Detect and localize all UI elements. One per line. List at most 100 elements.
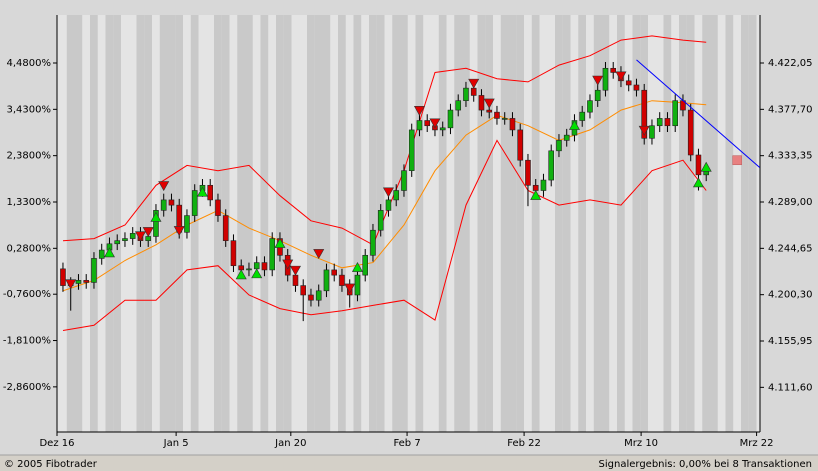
x-tick-label: Mrz 22 <box>740 438 774 449</box>
candle-body <box>339 274 345 286</box>
stripe <box>485 15 493 432</box>
candle-body <box>587 100 593 113</box>
sell-signal <box>289 265 301 276</box>
sell-signal <box>483 98 495 109</box>
candle-body <box>269 238 276 271</box>
candle-body <box>207 184 214 201</box>
stripe <box>748 15 757 432</box>
buy-signal <box>274 237 286 248</box>
x-tick-label: Feb 7 <box>393 438 420 449</box>
buy-signal <box>351 261 363 272</box>
stripe <box>400 15 408 432</box>
stripe <box>640 15 648 432</box>
stripe <box>113 15 121 432</box>
sell-signal <box>158 181 170 192</box>
buy-signal <box>700 161 712 172</box>
stripe <box>74 15 83 432</box>
candle-body <box>439 127 446 131</box>
candle-body <box>656 118 663 127</box>
candle-body <box>354 274 361 296</box>
candle-body <box>184 215 190 233</box>
footer-left: © 2005 Fibotrader <box>4 459 98 470</box>
candle-body <box>470 87 477 96</box>
stripe <box>283 15 292 432</box>
sell-signal <box>592 75 604 86</box>
candle-body <box>393 190 400 201</box>
stripe <box>632 15 641 432</box>
candle-body <box>540 179 547 191</box>
stripe <box>190 15 199 432</box>
stripe <box>593 15 602 432</box>
candle-body <box>641 89 648 139</box>
stripe <box>555 15 563 432</box>
y2-tick-label: 4.422,05 <box>768 58 813 69</box>
y-tick-label: 2,3800% <box>7 151 52 162</box>
stripe <box>338 15 346 432</box>
candle-body <box>525 159 531 186</box>
stripe <box>438 15 447 432</box>
candle-body <box>494 111 500 119</box>
y2-tick-label: 4.333,35 <box>768 151 813 162</box>
candle-body <box>424 120 431 127</box>
candle-body <box>331 269 338 276</box>
candle-body <box>122 238 128 241</box>
stripe <box>454 15 462 432</box>
candle-body <box>323 269 330 292</box>
candle-body <box>672 100 679 127</box>
candle-body <box>625 80 632 86</box>
sell-signal <box>615 71 627 82</box>
sell-signal <box>413 105 425 116</box>
y-tick-label: -0,7600% <box>3 289 51 300</box>
stripe <box>578 15 586 432</box>
y-tick-label: 1,3300% <box>7 197 52 208</box>
stripe <box>66 15 75 432</box>
candle-body <box>308 294 314 301</box>
candle-body <box>610 67 617 73</box>
x-tick-label: Jan 20 <box>274 438 306 449</box>
candle-body <box>222 215 229 241</box>
stripe <box>314 15 323 432</box>
candle-body <box>579 111 586 121</box>
stripe <box>462 15 470 432</box>
stripe <box>516 15 524 432</box>
stripe <box>144 15 152 432</box>
candle-body <box>362 254 369 276</box>
footer-bar <box>0 455 818 471</box>
y2-tick-label: 4.244,65 <box>768 243 813 254</box>
y-tick-label: -2,8600% <box>3 382 51 393</box>
stripe <box>245 15 253 432</box>
stripe <box>508 15 517 432</box>
candle-body <box>447 109 454 129</box>
x-tick-label: Jan 5 <box>163 438 189 449</box>
stripe <box>307 15 315 432</box>
candle-body <box>168 199 175 206</box>
candle-body <box>517 129 524 161</box>
stripe <box>531 15 540 432</box>
sell-signal <box>313 249 325 260</box>
sell-signal <box>382 187 394 198</box>
bollinger-lower <box>62 139 707 331</box>
y-tick-label: -1,8100% <box>3 336 51 347</box>
stripe <box>617 15 625 432</box>
candle-body <box>602 67 609 91</box>
candle-body <box>532 184 539 191</box>
candle-body <box>315 290 322 301</box>
stripe <box>90 15 98 432</box>
sell-signal <box>429 118 441 129</box>
buy-signal <box>150 211 162 222</box>
candle-body <box>501 118 508 120</box>
candle-body <box>401 170 407 191</box>
bollinger-middle <box>62 100 707 292</box>
stripe <box>477 15 486 432</box>
buy-signal <box>103 247 115 258</box>
candle-body <box>191 190 198 216</box>
candle-body <box>594 89 601 101</box>
stripe <box>679 15 687 432</box>
candle-body <box>687 109 694 156</box>
stripe <box>500 15 509 432</box>
stripe <box>105 15 114 432</box>
stripe <box>663 15 672 432</box>
x-tick-label: Mrz 10 <box>624 438 658 449</box>
candle-body <box>83 280 90 283</box>
stripe <box>136 15 145 432</box>
